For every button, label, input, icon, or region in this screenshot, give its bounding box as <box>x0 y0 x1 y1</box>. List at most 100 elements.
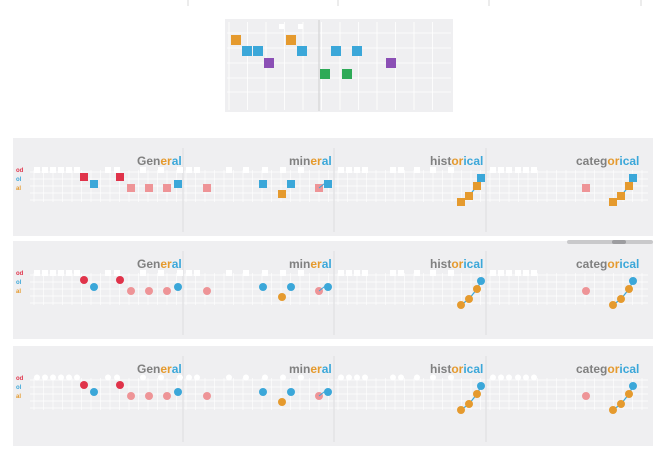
white-marker <box>515 167 521 173</box>
white-marker <box>506 374 512 381</box>
blue-square-marker <box>331 46 341 56</box>
pink-circle-marker <box>203 392 211 400</box>
white-marker <box>346 374 352 381</box>
white-marker <box>42 167 48 173</box>
connector-line <box>460 280 482 306</box>
white-marker <box>66 270 72 276</box>
word-label: historical <box>430 362 483 376</box>
white-marker <box>194 167 200 173</box>
white-marker <box>226 374 232 381</box>
word-label: categorical <box>576 362 639 376</box>
top-ruler <box>187 0 642 6</box>
orange-square-marker <box>617 192 625 200</box>
strip-square-markers: od ol al General mineral historical categorica… <box>13 138 653 236</box>
white-marker <box>34 374 40 381</box>
white-marker <box>362 167 368 173</box>
white-marker <box>338 374 344 381</box>
white-marker <box>346 270 352 276</box>
white-marker <box>346 167 352 173</box>
orange-circle-marker <box>625 285 633 293</box>
orange-circle-marker <box>625 390 633 398</box>
blue-square-marker <box>477 174 485 182</box>
red-circle-marker <box>80 381 88 389</box>
orange-square-marker <box>231 35 241 45</box>
word-label: General <box>137 362 182 376</box>
white-marker <box>58 374 64 381</box>
row-label: ol <box>16 385 22 391</box>
purple-square-marker <box>264 58 274 68</box>
white-marker <box>243 167 249 173</box>
white-marker <box>490 374 496 381</box>
top-panel <box>225 19 453 112</box>
white-marker <box>194 374 200 381</box>
green-square-marker <box>342 69 352 79</box>
blue-circle-marker <box>287 283 295 291</box>
connector-line <box>318 183 328 189</box>
white-marker <box>398 270 404 276</box>
red-square-marker <box>116 173 124 181</box>
white-marker <box>430 374 436 381</box>
pink-circle-marker <box>203 287 211 295</box>
connector-line <box>318 286 328 292</box>
blue-circle-marker <box>477 382 485 390</box>
orange-square-marker <box>457 198 465 206</box>
word-label: General <box>137 257 182 271</box>
row-label: ol <box>16 280 22 286</box>
pink-square-marker <box>582 184 590 192</box>
strip-background <box>13 138 653 236</box>
white-marker <box>531 270 537 276</box>
white-marker <box>498 374 504 381</box>
connector-line <box>612 280 634 306</box>
white-marker <box>398 374 404 381</box>
white-marker <box>498 167 504 173</box>
word-label: mineral <box>289 362 332 376</box>
white-marker <box>243 270 249 276</box>
white-marker <box>531 167 537 173</box>
white-marker <box>34 270 40 276</box>
word-label: mineral <box>289 257 332 271</box>
row-label: al <box>16 289 21 295</box>
blue-circle-marker <box>629 277 637 285</box>
white-marker <box>226 167 232 173</box>
connector-line <box>460 385 482 411</box>
white-marker <box>74 270 80 276</box>
pink-circle-marker <box>582 287 590 295</box>
white-marker <box>506 167 512 173</box>
word-label: mineral <box>289 154 332 168</box>
red-circle-marker <box>116 276 124 284</box>
white-marker <box>398 167 404 173</box>
white-marker <box>186 167 192 173</box>
blue-square-marker <box>259 180 267 188</box>
pink-square-marker <box>145 184 153 192</box>
scrollbar[interactable] <box>567 240 653 244</box>
blue-circle-marker <box>174 283 182 291</box>
white-marker <box>354 167 360 173</box>
orange-square-marker <box>465 192 473 200</box>
white-marker <box>243 374 249 381</box>
strip-background <box>13 346 653 446</box>
blue-circle-marker <box>90 388 98 396</box>
white-marker <box>177 167 183 173</box>
white-marker <box>280 374 286 381</box>
white-marker <box>105 167 111 173</box>
white-marker <box>298 24 303 29</box>
white-marker <box>42 374 48 381</box>
white-marker <box>262 270 268 276</box>
word-label: historical <box>430 154 483 168</box>
green-square-marker <box>320 69 330 79</box>
orange-circle-marker <box>609 406 617 414</box>
white-marker <box>50 167 56 173</box>
blue-circle-marker <box>174 388 182 396</box>
blue-square-marker <box>352 46 362 56</box>
white-marker <box>490 270 496 276</box>
row-label: ol <box>16 177 22 183</box>
white-marker <box>140 167 146 173</box>
white-marker <box>390 167 396 173</box>
white-marker <box>390 270 396 276</box>
white-marker <box>515 270 521 276</box>
pink-circle-marker <box>127 287 135 295</box>
orange-square-marker <box>286 35 296 45</box>
white-marker <box>262 374 268 381</box>
white-marker <box>523 270 529 276</box>
pink-square-marker <box>163 184 171 192</box>
